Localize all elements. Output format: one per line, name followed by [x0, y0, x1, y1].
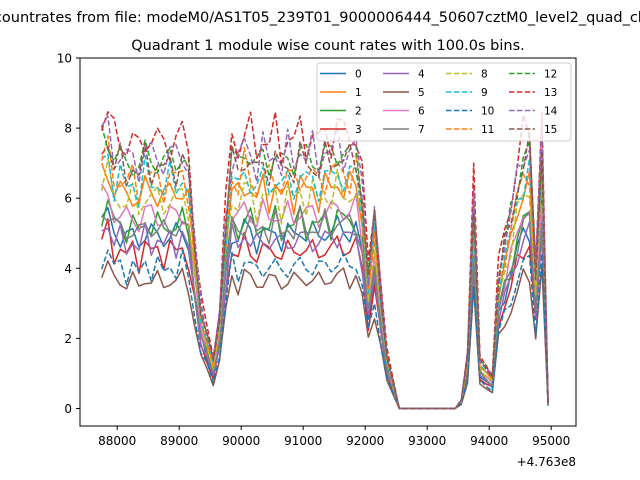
- x-tick-label: 92000: [346, 434, 384, 448]
- legend-label-4: 4: [418, 69, 425, 81]
- legend-label-5: 5: [418, 87, 425, 99]
- legend-label-12: 12: [544, 69, 557, 81]
- legend-label-6: 6: [418, 106, 425, 118]
- y-tick-label: 4: [64, 262, 72, 276]
- legend-label-2: 2: [355, 106, 362, 118]
- y-tick-label: 6: [64, 192, 72, 206]
- series-line-7: [101, 205, 549, 410]
- series-line-13: [100, 111, 549, 410]
- x-tick-label: 93000: [408, 434, 446, 448]
- series-line-12: [100, 125, 549, 410]
- series-line-11: [100, 135, 549, 410]
- legend-label-11: 11: [481, 124, 494, 136]
- series-line-6: [101, 183, 549, 410]
- series-line-3: [100, 218, 549, 410]
- figure-suptitle: Plot of countrates from file: modeM0/AS1…: [0, 10, 640, 26]
- legend-label-1: 1: [355, 87, 362, 99]
- x-tick-label: 89000: [160, 434, 198, 448]
- x-tick-label: 88000: [98, 434, 136, 448]
- y-tick-label: 0: [64, 402, 72, 416]
- legend-label-10: 10: [481, 106, 494, 118]
- legend-label-9: 9: [481, 87, 488, 99]
- series-line-5: [100, 260, 549, 410]
- plot-area: [100, 111, 549, 410]
- x-tick-label: 91000: [284, 434, 322, 448]
- legend-label-8: 8: [481, 69, 488, 81]
- series-line-9: [101, 153, 549, 410]
- legend-label-14: 14: [544, 106, 558, 118]
- x-offset-label: +4.763e8: [517, 455, 576, 469]
- x-tick-label: 94000: [470, 434, 508, 448]
- series-line-8: [100, 158, 549, 410]
- legend-label-13: 13: [544, 87, 557, 99]
- series-line-10: [100, 249, 549, 410]
- y-tick-label: 8: [64, 122, 72, 136]
- legend-label-15: 15: [544, 124, 557, 136]
- series-line-1: [100, 162, 549, 410]
- chart-title: Quadrant 1 module wise count rates with …: [131, 38, 525, 54]
- y-tick-label: 10: [57, 52, 72, 66]
- series-line-14: [101, 115, 549, 410]
- legend-label-3: 3: [355, 124, 362, 136]
- legend-label-7: 7: [418, 124, 425, 136]
- legend-label-0: 0: [355, 69, 362, 81]
- axes-frame: [79, 57, 577, 427]
- series-line-15: [101, 130, 549, 410]
- y-tick-label: 2: [64, 332, 72, 346]
- legend-box: [316, 62, 572, 142]
- x-tick-label: 90000: [222, 434, 260, 448]
- x-tick-label: 95000: [532, 434, 570, 448]
- series-line-0: [101, 206, 549, 410]
